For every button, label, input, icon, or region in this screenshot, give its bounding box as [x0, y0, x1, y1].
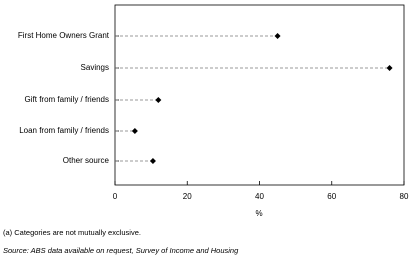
y-tick-label: Other source [63, 156, 110, 165]
plot-frame [114, 4, 405, 186]
source-note: Source: ABS data available on request, S… [3, 246, 239, 255]
y-tick-label: Gift from family / friends [25, 95, 109, 104]
dot [131, 128, 138, 134]
dot [149, 158, 156, 164]
x-tick-label: 0 [113, 192, 118, 201]
x-axis-label: % [255, 209, 262, 218]
x-tick-label: 60 [327, 192, 336, 201]
y-tick-label: First Home Owners Grant [18, 31, 110, 40]
dot [274, 33, 281, 39]
dot [155, 97, 162, 103]
y-tick-label: Savings [81, 63, 109, 72]
x-tick-label: 20 [183, 192, 192, 201]
footnote: (a) Categories are not mutually exclusiv… [3, 228, 141, 237]
x-tick-label: 40 [255, 192, 264, 201]
dot [386, 65, 393, 71]
y-tick-label: Loan from family / friends [19, 126, 109, 135]
x-tick-label: 80 [400, 192, 409, 201]
